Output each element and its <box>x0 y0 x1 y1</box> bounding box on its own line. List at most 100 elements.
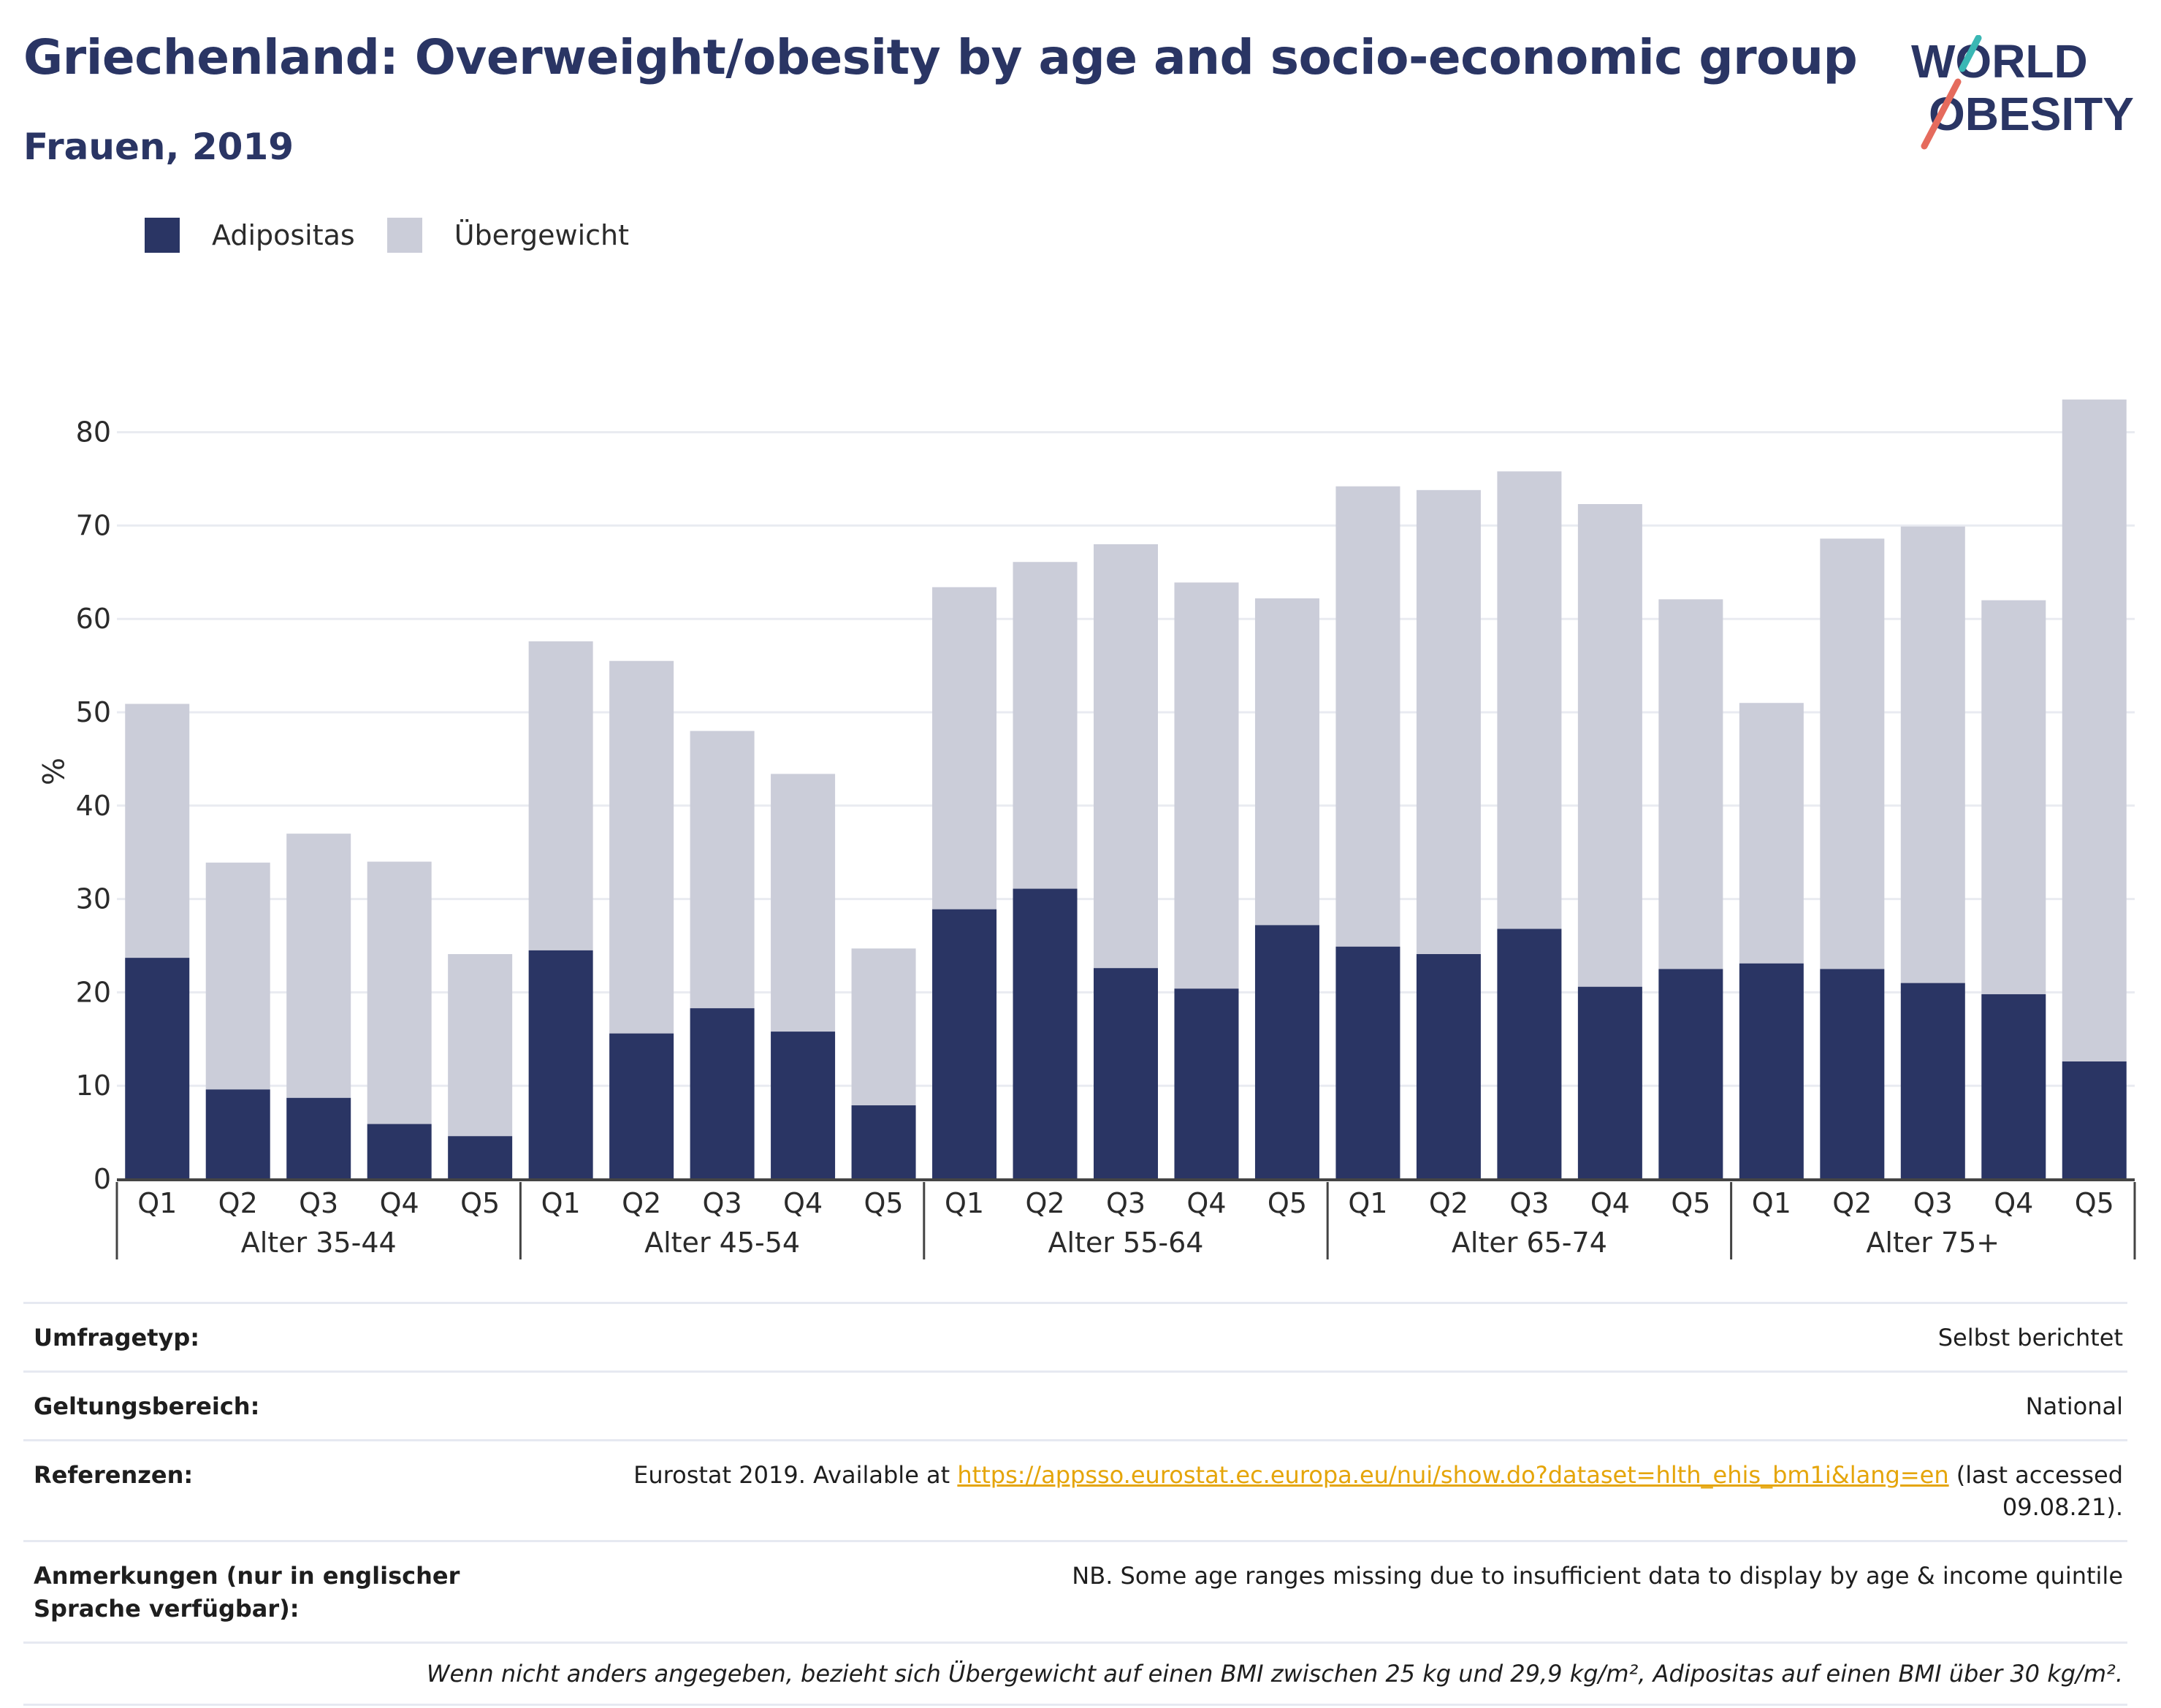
legend: Adipositas Übergewicht <box>145 216 661 254</box>
bar-adipositas <box>1335 946 1400 1179</box>
meta-row-notes: Anmerkungen (nur in englischer Sprache v… <box>23 1540 2127 1642</box>
bar-adipositas <box>1577 986 1642 1179</box>
legend-swatch-adipositas <box>145 218 180 253</box>
bar-uebergewicht <box>2062 399 2127 1061</box>
bar-adipositas <box>932 909 997 1179</box>
bar-uebergewicht <box>1900 526 1965 983</box>
y-axis-label: % <box>35 758 69 785</box>
bar-adipositas <box>125 958 190 1179</box>
meta-label-notes: Anmerkungen (nur in englischer Sprache v… <box>34 1562 460 1623</box>
legend-item-adipositas[interactable]: Adipositas <box>145 218 355 253</box>
bar-uebergewicht <box>690 731 755 1009</box>
bar-adipositas <box>367 1124 432 1179</box>
x-tick-label: Q1 <box>137 1187 177 1219</box>
x-tick-label: Q1 <box>1752 1187 1791 1219</box>
y-tick-label: 70 <box>76 509 111 541</box>
x-tick-label: Q4 <box>1186 1187 1226 1219</box>
bar-uebergewicht <box>932 587 997 910</box>
bar-uebergewicht <box>609 660 674 1034</box>
bar-adipositas <box>690 1008 755 1179</box>
bar-adipositas <box>771 1032 836 1179</box>
x-tick-label: Q3 <box>1106 1187 1146 1219</box>
y-tick-label: 50 <box>76 696 111 728</box>
bar-uebergewicht <box>125 704 190 958</box>
bar-uebergewicht <box>851 948 916 1106</box>
x-tick-label: Q2 <box>622 1187 661 1219</box>
group-label: Alter 75+ <box>1866 1227 2000 1259</box>
bar-uebergewicht <box>1739 703 1804 964</box>
x-tick-label: Q1 <box>541 1187 581 1219</box>
meta-value-notes: NB. Some age ranges missing due to insuf… <box>1072 1562 2123 1590</box>
group-label: Alter 65-74 <box>1452 1227 1607 1259</box>
meta-value-scope: National <box>2025 1392 2123 1420</box>
bar-adipositas <box>448 1136 513 1179</box>
x-tick-label: Q4 <box>380 1187 419 1219</box>
stacked-bar-chart: 0 10 20 30 40 50 60 70 80% Q1 Q2 Q3 Q4 Q5 Alter 35-44 Q… <box>35 399 2136 1259</box>
y-tick-label: 20 <box>76 976 111 1008</box>
y-tick-label: 10 <box>76 1070 111 1102</box>
logo-text-world: WORLD <box>1911 35 2088 88</box>
bar-uebergewicht <box>1497 471 1562 929</box>
bar-uebergewicht <box>448 954 513 1137</box>
chart-title: Griechenland: Overweight/obesity by age … <box>23 29 1858 85</box>
bar-uebergewicht <box>1174 582 1239 989</box>
x-tick-label: Q4 <box>783 1187 823 1219</box>
logo-coral-slash <box>1921 78 1962 150</box>
bar-uebergewicht <box>1981 600 2046 994</box>
reference-suffix: (last accessed <box>1948 1460 2123 1489</box>
bar-adipositas <box>286 1097 351 1179</box>
metadata-table: Umfragetyp: Selbst berichtet Geltungsber… <box>23 1302 2127 1706</box>
x-tick-label: Q5 <box>2075 1187 2114 1219</box>
meta-row-survey: Umfragetyp: Selbst berichtet <box>23 1302 2127 1370</box>
bar-adipositas <box>851 1105 916 1179</box>
bar-adipositas <box>609 1033 674 1179</box>
footnote: Wenn nicht anders angegeben, bezieht sic… <box>426 1659 2123 1688</box>
meta-label-scope: Geltungsbereich: <box>34 1392 260 1420</box>
x-tick-label: Q2 <box>1025 1187 1064 1219</box>
bar-uebergewicht <box>1335 486 1400 947</box>
bar-adipositas <box>1094 968 1158 1179</box>
reference-link[interactable]: https://appsso.eurostat.ec.europa.eu/nui… <box>957 1460 1949 1489</box>
bar-uebergewicht <box>1254 598 1319 926</box>
world-obesity-logo: WORLD OBESITY <box>1911 35 2134 150</box>
meta-row-footnote: Wenn nicht anders angegeben, bezieht sic… <box>23 1641 2127 1706</box>
x-tick-label: Q1 <box>1348 1187 1387 1219</box>
x-tick-label: Q1 <box>945 1187 984 1219</box>
y-tick-label: 80 <box>76 416 111 449</box>
bar-uebergewicht <box>1094 544 1158 969</box>
chart-subtitle: Frauen, 2019 <box>23 126 294 168</box>
reference-date: 09.08.21). <box>2002 1493 2123 1522</box>
bar-uebergewicht <box>286 834 351 1098</box>
x-tick-label: Q2 <box>1429 1187 1468 1219</box>
bar-uebergewicht <box>367 861 432 1124</box>
x-tick-label: Q3 <box>1913 1187 1953 1219</box>
bar-uebergewicht <box>1658 599 1723 969</box>
x-tick-label: Q5 <box>864 1187 904 1219</box>
bar-uebergewicht <box>1577 504 1642 987</box>
x-tick-label: Q2 <box>1832 1187 1872 1219</box>
legend-label-uebergewicht: Übergewicht <box>454 219 629 251</box>
x-tick-label: Q3 <box>299 1187 338 1219</box>
y-tick-label: 0 <box>94 1163 111 1195</box>
legend-item-uebergewicht[interactable]: Übergewicht <box>386 218 629 253</box>
x-tick-label: Q5 <box>460 1187 500 1219</box>
x-tick-label: Q5 <box>1268 1187 1307 1219</box>
bar-uebergewicht <box>1013 562 1078 889</box>
bar-adipositas <box>1981 994 2046 1179</box>
bar-adipositas <box>528 950 593 1179</box>
logo-teal-slash <box>1959 35 1982 72</box>
bar-uebergewicht <box>1416 489 1481 955</box>
group-label: Alter 45-54 <box>644 1227 800 1259</box>
meta-row-scope: Geltungsbereich: National <box>23 1370 2127 1439</box>
meta-row-references: Referenzen: Eurostat 2019. Available at … <box>23 1438 2127 1541</box>
y-tick-label: 30 <box>76 883 111 915</box>
legend-swatch-uebergewicht <box>386 218 422 253</box>
bar-uebergewicht <box>528 641 593 950</box>
bar-adipositas <box>1497 929 1562 1179</box>
bar-uebergewicht <box>205 862 270 1090</box>
bar-adipositas <box>2062 1061 2127 1179</box>
meta-label-references: Referenzen: <box>34 1460 194 1489</box>
bar-adipositas <box>205 1089 270 1179</box>
bar-adipositas <box>1658 969 1723 1179</box>
reference-prefix: Eurostat 2019. Available at <box>633 1460 958 1489</box>
